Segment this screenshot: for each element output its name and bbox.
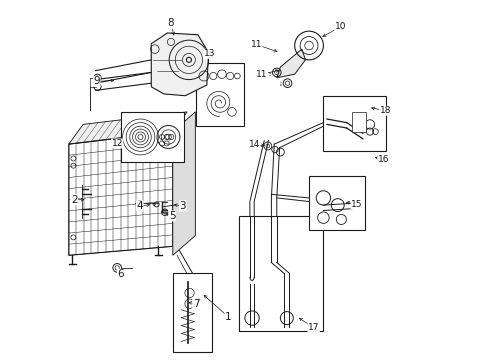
Text: 13: 13 [203,49,215,58]
Text: 12: 12 [111,139,122,148]
Bar [351,112,366,132]
Text: 7: 7 [192,299,199,309]
Bar [323,96,386,151]
Text: 8: 8 [167,18,174,28]
Bar [172,273,212,352]
Text: 10: 10 [334,22,346,31]
Text: 9: 9 [93,76,100,86]
Text: 18: 18 [379,106,390,115]
Bar [121,112,183,162]
Text: 15: 15 [350,200,362,209]
Bar [308,176,364,230]
Text: 4: 4 [136,201,143,211]
Text: 2: 2 [71,195,77,205]
Text: 3: 3 [179,201,186,211]
Text: 6: 6 [117,269,124,279]
Text: 11: 11 [250,40,262,49]
Text: 14: 14 [248,140,259,149]
Polygon shape [172,112,195,255]
Text: 17: 17 [307,323,319,332]
Polygon shape [276,49,305,78]
Text: 16: 16 [377,155,388,164]
Polygon shape [69,112,187,144]
Bar [239,216,323,330]
Polygon shape [151,33,208,96]
Text: 1: 1 [224,312,231,322]
Text: 5: 5 [168,211,175,221]
Text: 11: 11 [255,70,267,79]
Bar [196,63,244,126]
